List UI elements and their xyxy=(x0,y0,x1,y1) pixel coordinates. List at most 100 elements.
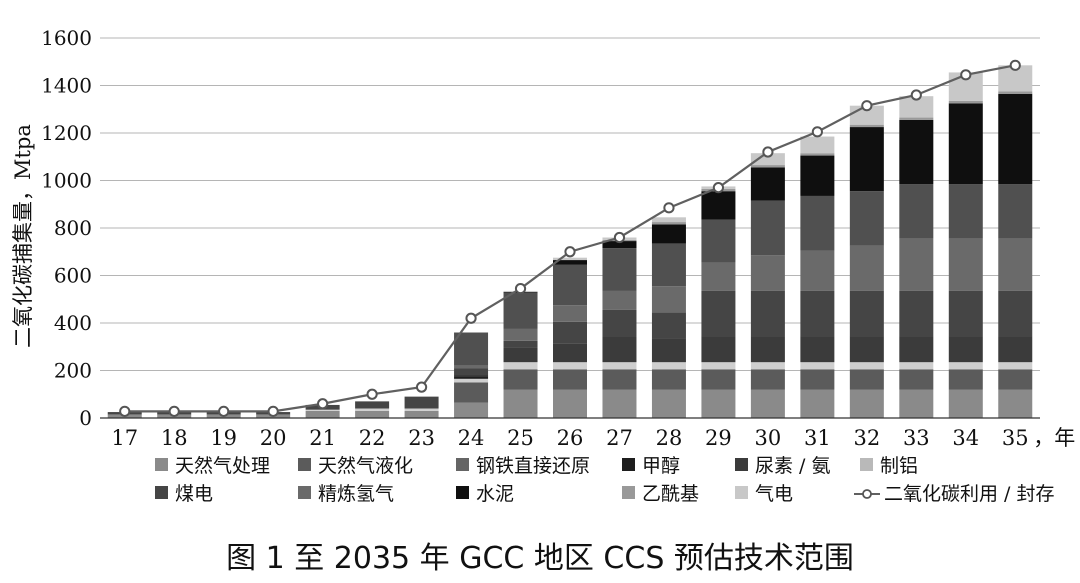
bar-segment xyxy=(948,184,983,239)
line-marker xyxy=(267,405,279,417)
bar-segment xyxy=(404,408,439,411)
bar-segment xyxy=(948,238,983,291)
legend-swatch xyxy=(298,486,311,499)
x-tick-label: 33 xyxy=(903,426,930,450)
bar-segment xyxy=(849,191,884,246)
legend-marker-swatch xyxy=(862,489,872,499)
bar-segment xyxy=(849,127,884,192)
bar-segment xyxy=(849,124,884,128)
x-tick-label: 17 xyxy=(111,426,138,450)
bar-segment xyxy=(750,336,785,363)
x-tick-label: 23 xyxy=(408,426,435,450)
bar-segment xyxy=(503,369,538,390)
x-tick-label: 29 xyxy=(705,426,732,450)
x-tick-label: 18 xyxy=(161,426,188,450)
bar-segment xyxy=(553,257,587,261)
bar-segment xyxy=(998,362,1033,370)
bar-segment xyxy=(701,389,736,418)
bar-segment xyxy=(503,340,538,348)
bar-segment xyxy=(602,248,637,291)
legend-swatch xyxy=(860,458,873,471)
x-tick-label: 30 xyxy=(755,426,782,450)
bar-segment xyxy=(305,409,340,411)
bar-segment xyxy=(355,410,390,418)
bar-segment xyxy=(750,290,785,337)
bar-segment xyxy=(998,369,1033,390)
bar-segment xyxy=(849,362,884,370)
bar-segment xyxy=(553,305,587,322)
y-tick-label: 1400 xyxy=(41,74,92,98)
bar-segment xyxy=(404,410,439,418)
bar-segment xyxy=(602,336,637,363)
bar-segment xyxy=(750,255,785,291)
x-tick-label: 24 xyxy=(458,426,485,450)
line-marker xyxy=(218,405,230,417)
bar-segment xyxy=(800,362,835,370)
x-tick-label: 31 xyxy=(804,426,831,450)
bar-segment xyxy=(899,336,934,363)
legend-swatch xyxy=(298,458,311,471)
legend-swatch xyxy=(735,486,748,499)
legend-label: 精炼氢气 xyxy=(318,483,394,505)
bar-segment xyxy=(503,389,538,418)
bar-segment xyxy=(998,238,1033,291)
bar-segment xyxy=(849,245,884,291)
bar-segment xyxy=(800,153,835,156)
legend-label: 水泥 xyxy=(476,483,514,505)
bar-segment xyxy=(701,336,736,363)
bar-segment xyxy=(651,362,686,370)
bar-segment xyxy=(948,362,983,370)
line-marker xyxy=(811,126,823,138)
y-tick-label: 400 xyxy=(54,311,92,335)
bar-segment xyxy=(454,365,489,369)
x-tick-label: 32 xyxy=(853,426,880,450)
bar-segment xyxy=(800,195,835,251)
x-tick-label: 19 xyxy=(210,426,237,450)
line-marker xyxy=(762,146,774,158)
bar-segment xyxy=(750,362,785,370)
x-tick-label: 22 xyxy=(359,426,386,450)
legend-swatch xyxy=(456,486,469,499)
legend-label: 制铝 xyxy=(880,455,918,477)
y-tick-label: 800 xyxy=(54,216,92,240)
bar-segment xyxy=(355,401,390,409)
legend-swatch xyxy=(622,458,635,471)
bar-segment xyxy=(750,165,785,168)
bar-segment xyxy=(948,290,983,337)
line-marker xyxy=(168,405,180,417)
bar-segment xyxy=(948,100,983,104)
bar-segment xyxy=(553,264,587,306)
y-tick-label: 200 xyxy=(54,359,92,383)
bar-segment xyxy=(305,410,340,418)
legend-label: 尿素 / 氨 xyxy=(755,455,830,477)
x-tick-label: 26 xyxy=(557,426,584,450)
legend-swatch xyxy=(155,486,168,499)
bar-segment xyxy=(849,389,884,418)
bar-segment xyxy=(651,338,686,363)
bar-segment xyxy=(899,184,934,239)
bar-segment xyxy=(651,312,686,339)
line-marker xyxy=(514,282,527,295)
legend-swatch xyxy=(735,458,748,471)
x-tick-label: 21 xyxy=(309,426,336,450)
y-tick-label: 1200 xyxy=(41,121,92,145)
bar-segment xyxy=(899,96,934,118)
bar-segment xyxy=(800,336,835,363)
bar-segment xyxy=(454,374,489,377)
bar-segment xyxy=(800,389,835,418)
bar-segment xyxy=(998,336,1033,363)
bar-segment xyxy=(355,408,390,411)
bar-segment xyxy=(750,153,785,166)
bar-segment xyxy=(800,290,835,337)
line-marker xyxy=(663,202,675,214)
legend-label: 天然气处理 xyxy=(175,455,270,477)
bar-segment xyxy=(651,224,686,244)
bar-segment xyxy=(750,369,785,390)
x-tick-label: 25 xyxy=(507,426,534,450)
bar-segment xyxy=(454,368,489,375)
legend-label: 天然气液化 xyxy=(318,455,413,477)
x-tick-label: 27 xyxy=(606,426,633,450)
bar-segment xyxy=(602,369,637,390)
bar-segment xyxy=(998,91,1033,94)
bar-segment xyxy=(651,389,686,418)
